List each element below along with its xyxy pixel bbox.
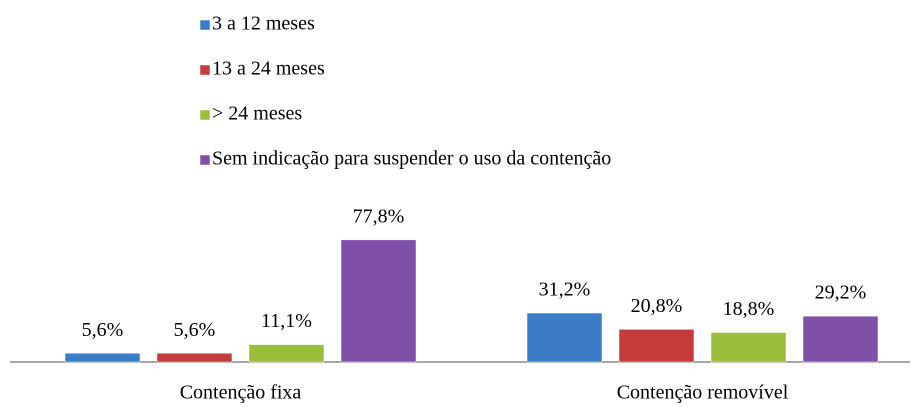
- legend-label: Sem indicação para suspender o uso da co…: [212, 148, 611, 170]
- value-label: 11,1%: [261, 310, 312, 332]
- value-label: 29,2%: [815, 282, 867, 304]
- bar: [64, 352, 141, 363]
- value-label: 77,8%: [353, 205, 405, 227]
- value-label: 5,6%: [174, 319, 216, 341]
- bar: [248, 344, 325, 363]
- legend-label: 3 a 12 meses: [212, 13, 315, 35]
- bar: [710, 332, 787, 363]
- bar: [340, 239, 417, 363]
- value-label: 18,8%: [723, 298, 775, 320]
- value-label: 5,6%: [82, 319, 124, 341]
- legend-label: > 24 meses: [212, 103, 302, 125]
- bar: [618, 329, 695, 363]
- bar: [802, 315, 879, 363]
- legend-swatch: [199, 19, 211, 31]
- x-tick-label: Contenção removível: [617, 382, 789, 404]
- x-tick-label: Contenção fixa: [180, 382, 302, 404]
- legend-label: 13 a 24 meses: [212, 58, 325, 80]
- value-label: 31,2%: [539, 279, 591, 301]
- legend-swatch: [199, 64, 211, 76]
- bar: [156, 352, 233, 363]
- legend-swatch: [199, 109, 211, 121]
- bar: [526, 312, 603, 363]
- legend-swatch: [199, 154, 211, 166]
- value-label: 20,8%: [631, 295, 683, 317]
